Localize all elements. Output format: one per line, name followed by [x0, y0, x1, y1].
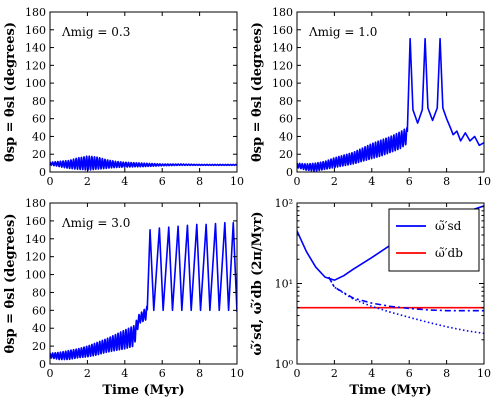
- series-line-p3-1: [146, 221, 237, 313]
- x-tick-label: 8: [443, 367, 450, 380]
- y-axis-title: ω̃′sd, ω̃′db (2π/Myr): [250, 211, 265, 355]
- y-tick-label: 60: [279, 113, 293, 126]
- y-tick-label: 20: [32, 340, 46, 353]
- x-tick-label: 8: [196, 175, 203, 188]
- plot-area: [297, 37, 484, 172]
- y-tick-label: 100: [272, 77, 293, 90]
- y-tick-label: 120: [272, 59, 293, 72]
- plot-frame: [49, 11, 238, 173]
- panel-p4: 0 2 4 6 8 10 10⁰ 10¹ 10² Time (Myr) ω̃′sd, ω̃′db (…: [250, 197, 491, 398]
- plot-frame: [49, 202, 238, 365]
- y-tick-label: 140: [25, 42, 46, 55]
- y-tick-label: 10¹: [275, 278, 293, 291]
- y-tick-label: 80: [32, 95, 46, 108]
- plot-area: [50, 155, 237, 171]
- y-tick-label: 100: [25, 77, 46, 90]
- x-tick-label: 4: [121, 175, 128, 188]
- series-line-p3-0: [50, 305, 149, 361]
- y-tick-label: 60: [32, 304, 46, 317]
- y-axis-title: θsp = θsl (degrees): [250, 22, 265, 162]
- x-tick-label: 0: [47, 367, 54, 380]
- y-axis-title: θsp = θsl (degrees): [3, 22, 18, 162]
- x-tick-label: 2: [84, 175, 91, 188]
- x-tick-label: 4: [121, 367, 128, 380]
- plot-frame: [296, 11, 485, 173]
- y-tick-label: 10²: [275, 197, 293, 210]
- y-tick-label: 140: [25, 233, 46, 246]
- y-tick-label: 40: [32, 130, 46, 143]
- x-tick-label: 6: [406, 367, 413, 380]
- y-tick-label: 40: [32, 322, 46, 335]
- y-tick-label: 80: [279, 95, 293, 108]
- y-tick-label: 180: [25, 197, 46, 210]
- series-line-p2-1: [406, 37, 484, 147]
- x-tick-label: 0: [47, 175, 54, 188]
- y-axis-title: θsp = θsl (degrees): [3, 214, 18, 354]
- x-tick-label: 10: [230, 367, 244, 380]
- x-tick-label: 10: [477, 175, 491, 188]
- x-tick-label: 0: [294, 367, 301, 380]
- x-tick-label: 6: [406, 175, 413, 188]
- x-tick-label: 10: [230, 175, 244, 188]
- x-tick-label: 4: [368, 367, 375, 380]
- y-tick-label: 60: [32, 113, 46, 126]
- y-tick-label: 20: [32, 148, 46, 161]
- y-tick-label: 10⁰: [275, 358, 294, 371]
- x-tick-label: 8: [443, 175, 450, 188]
- x-tick-label: 10: [477, 367, 491, 380]
- y-tick-label: 40: [279, 130, 293, 143]
- x-axis-title: Time (Myr): [349, 383, 431, 398]
- y-tick-label: 0: [39, 358, 46, 371]
- x-tick-label: 4: [368, 175, 375, 188]
- y-tick-label: 120: [25, 251, 46, 264]
- y-tick-label: 120: [25, 59, 46, 72]
- x-tick-label: 2: [84, 367, 91, 380]
- x-axis-title: Time (Myr): [102, 383, 184, 398]
- legend-label: ω̃′db: [435, 246, 463, 260]
- y-tick-label: 180: [272, 6, 293, 19]
- x-tick-label: 6: [159, 175, 166, 188]
- plot-area: [50, 221, 237, 361]
- y-tick-label: 140: [272, 42, 293, 55]
- series-line-p4-3: [328, 276, 484, 335]
- x-tick-label: 2: [331, 175, 338, 188]
- series-line-p4-2: [328, 276, 484, 312]
- x-tick-label: 8: [196, 367, 203, 380]
- y-tick-label: 0: [286, 166, 293, 179]
- legend-label: ω̃′sd: [435, 219, 462, 233]
- legend: ω̃′sd ω̃′db: [388, 208, 480, 272]
- y-tick-label: 160: [272, 24, 293, 37]
- panel-annotation: Λmig = 0.3: [61, 25, 130, 39]
- x-tick-label: 6: [159, 367, 166, 380]
- y-tick-label: 180: [25, 6, 46, 19]
- series-line-p2-0: [297, 127, 409, 172]
- series-line-p1-0: [50, 155, 237, 171]
- y-tick-label: 160: [25, 215, 46, 228]
- y-tick-label: 160: [25, 24, 46, 37]
- y-tick-label: 20: [279, 148, 293, 161]
- y-tick-label: 80: [32, 286, 46, 299]
- panel-annotation: Λmig = 1.0: [308, 25, 377, 39]
- y-tick-label: 100: [25, 269, 46, 282]
- x-tick-label: 2: [331, 367, 338, 380]
- panel-annotation: Λmig = 3.0: [61, 216, 130, 230]
- y-tick-label: 0: [39, 166, 46, 179]
- legend-box: [388, 208, 480, 272]
- x-tick-label: 0: [294, 175, 301, 188]
